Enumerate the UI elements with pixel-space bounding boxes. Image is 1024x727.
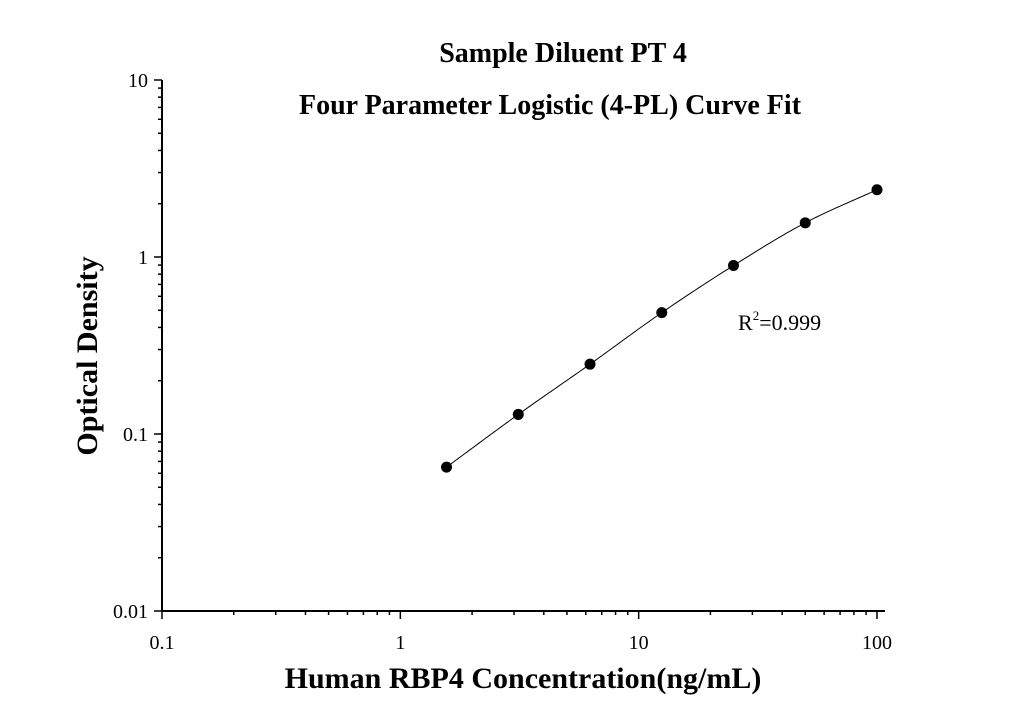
y-tick-label: 1: [138, 247, 148, 269]
y-axis-label: Optical Density: [71, 256, 104, 455]
data-point: [512, 408, 524, 420]
x-tick-label: 100: [862, 632, 892, 654]
x-tick-label: 1: [395, 632, 405, 654]
y-tick-label: 0.1: [123, 424, 148, 446]
r-squared-value: =0.999: [759, 310, 821, 335]
x-tick-label: 10: [629, 632, 649, 654]
y-tick-label: 0.01: [113, 601, 148, 623]
data-point: [584, 358, 596, 370]
r-squared-base: R: [738, 310, 753, 335]
data-point: [728, 260, 740, 272]
x-axis-label: Human RBP4 Concentration(ng/mL): [285, 662, 762, 695]
r-squared-annotation: R2=0.999: [738, 308, 821, 335]
r-squared-superscript: 2: [753, 308, 760, 323]
chart-title: Sample Diluent PT 4: [439, 38, 687, 69]
x-tick-label: 0.1: [150, 632, 175, 654]
axes: [161, 80, 885, 612]
data-point: [656, 307, 668, 319]
data-point: [871, 184, 883, 196]
y-tick-label: 10: [128, 70, 148, 92]
chart-subtitle: Four Parameter Logistic (4-PL) Curve Fit: [299, 90, 802, 121]
data-point: [441, 461, 453, 473]
data-point: [799, 217, 811, 229]
